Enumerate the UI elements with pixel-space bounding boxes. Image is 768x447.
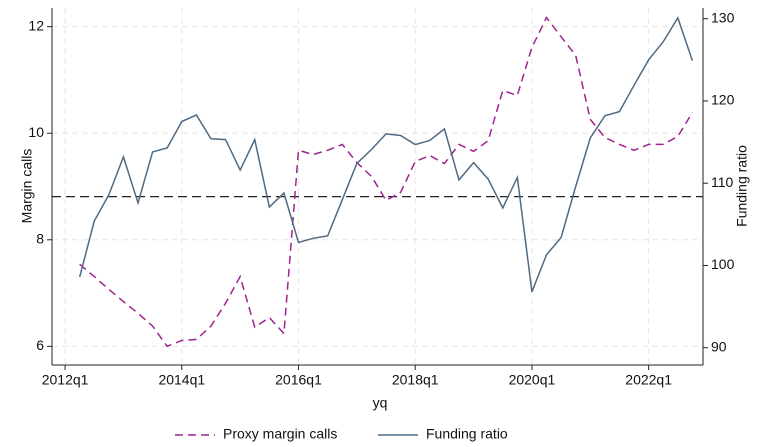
y2-axis-title: Funding ratio: [734, 145, 750, 227]
legend-label: Proxy margin calls: [223, 426, 337, 442]
series-line: [78, 16, 694, 293]
x-tick-label: 2016q1: [275, 372, 322, 388]
x-axis-title: yq: [373, 395, 388, 411]
x-tick-label: 2020q1: [509, 372, 556, 388]
y2-tick-label: 130: [711, 9, 735, 25]
y2-tick-label: 90: [711, 338, 727, 354]
y-tick-label: 10: [28, 124, 44, 140]
y-tick-label: 12: [28, 17, 44, 33]
y-tick-label: 6: [36, 337, 44, 353]
y2-tick-label: 110: [711, 174, 734, 190]
x-tick-label: 2012q1: [42, 372, 89, 388]
y2-tick-label: 120: [711, 92, 735, 108]
y-tick-label: 8: [36, 230, 44, 246]
x-tick-label: 2018q1: [392, 372, 439, 388]
legend-label: Funding ratio: [426, 426, 508, 442]
x-tick-label: 2014q1: [158, 372, 205, 388]
series-line: [79, 16, 694, 348]
y-axis-title: Margin calls: [19, 149, 35, 224]
y2-tick-label: 100: [711, 256, 735, 272]
x-tick-label: 2022q1: [625, 372, 672, 388]
